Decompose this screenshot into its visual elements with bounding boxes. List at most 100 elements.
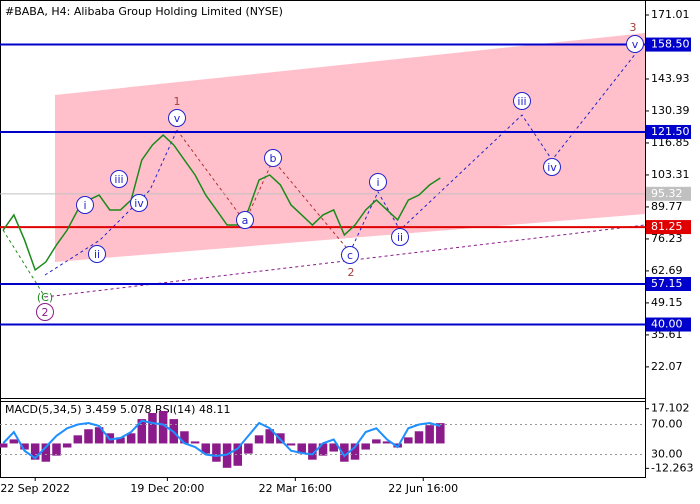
wave-label: 2 bbox=[348, 266, 355, 279]
macd-bar bbox=[382, 441, 392, 444]
price-level-label: 81.25 bbox=[651, 220, 683, 233]
macd-bar bbox=[212, 443, 221, 462]
price-level-label: 95.32 bbox=[651, 187, 683, 200]
wave-circle bbox=[110, 170, 128, 188]
chart-title: #BABA, H4: Alibaba Group Holding Limited… bbox=[5, 5, 283, 18]
price-level-label: 158.50 bbox=[651, 38, 690, 51]
macd-bar bbox=[137, 419, 147, 444]
macd-bar bbox=[52, 443, 61, 456]
y-tick-label: 49.15 bbox=[651, 296, 683, 309]
y-tick-label: 62.69 bbox=[651, 264, 683, 277]
y-tick-label: -12.263 bbox=[651, 461, 693, 474]
macd-bar bbox=[62, 443, 72, 448]
macd-bar bbox=[148, 413, 157, 444]
wave-circle bbox=[513, 92, 531, 110]
wave-label: (C) bbox=[37, 291, 53, 304]
wave-circle bbox=[36, 303, 54, 321]
macd-bar bbox=[340, 443, 349, 462]
wave-label: v bbox=[174, 112, 181, 125]
y-tick-label: 103.31 bbox=[651, 168, 690, 181]
macd-bar bbox=[350, 443, 360, 460]
wave-label: b bbox=[270, 152, 277, 165]
price-line bbox=[2, 134, 441, 272]
wave-line bbox=[44, 129, 178, 276]
wave-line bbox=[2, 229, 46, 298]
wave-circle bbox=[369, 173, 387, 191]
wave-label: iv bbox=[547, 161, 557, 174]
wave-label: ii bbox=[94, 248, 100, 261]
price-level-box bbox=[646, 124, 691, 139]
macd-bar bbox=[222, 443, 232, 468]
macd-bar bbox=[372, 439, 381, 444]
wave-label: 1 bbox=[174, 95, 181, 108]
wave-label: iv bbox=[134, 197, 144, 210]
macd-bar bbox=[425, 425, 434, 444]
wave-circle bbox=[391, 228, 409, 246]
price-level-label: 121.50 bbox=[651, 125, 690, 138]
y-tick-label: 171.01 bbox=[651, 8, 690, 21]
wave-circle bbox=[88, 245, 106, 263]
macd-bar bbox=[414, 431, 424, 444]
macd-bar bbox=[0, 443, 8, 448]
macd-bar bbox=[308, 443, 317, 460]
wave-circle bbox=[626, 35, 644, 53]
macd-bar bbox=[41, 443, 51, 462]
x-tick-label: 22 Sep 2022 bbox=[0, 482, 70, 495]
x-tick-label: 22 Mar 16:00 bbox=[259, 482, 332, 495]
wave-circle bbox=[341, 246, 359, 264]
macd-bar bbox=[158, 410, 168, 444]
rsi-line bbox=[2, 419, 441, 460]
indicator-title: MACD(5,34,5) 3.459 5.078 RSI(14) 48.11 bbox=[5, 403, 230, 416]
macd-bar bbox=[254, 435, 264, 444]
macd-bar bbox=[404, 437, 413, 444]
macd-bar bbox=[244, 443, 253, 454]
price-level-box bbox=[646, 317, 691, 332]
price-level-box bbox=[646, 37, 691, 52]
wave-circle bbox=[543, 158, 561, 176]
macd-bar bbox=[233, 443, 243, 466]
y-tick-label: 70.00 bbox=[651, 418, 683, 431]
wave-circle bbox=[130, 194, 148, 212]
wave-label: iii bbox=[517, 95, 526, 108]
wave-label: 2 bbox=[42, 306, 49, 319]
wave-circle bbox=[236, 211, 254, 229]
macd-bar bbox=[9, 439, 19, 444]
macd-bar bbox=[94, 427, 104, 444]
macd-bar bbox=[73, 435, 83, 444]
macd-bar bbox=[297, 443, 306, 454]
macd-bar bbox=[116, 437, 125, 444]
y-tick-label: 22.07 bbox=[651, 360, 683, 373]
y-tick-label: 130.39 bbox=[651, 104, 690, 117]
y-tick-label: 76.23 bbox=[651, 232, 683, 245]
macd-bar bbox=[318, 443, 328, 456]
x-tick-label: 22 Jun 16:00 bbox=[388, 482, 458, 495]
y-tick-label: 143.93 bbox=[651, 72, 690, 85]
price-level-box bbox=[646, 220, 691, 235]
macd-bar bbox=[30, 443, 40, 460]
macd-bar bbox=[180, 431, 189, 444]
macd-bar bbox=[201, 443, 211, 454]
price-channel bbox=[55, 33, 645, 262]
wave-circle bbox=[76, 196, 94, 214]
wave-label: ii bbox=[397, 231, 403, 244]
macd-bar bbox=[190, 441, 200, 444]
x-tick-label: 19 Dec 20:00 bbox=[130, 482, 204, 495]
wave-circle bbox=[168, 109, 186, 127]
macd-bar bbox=[361, 443, 370, 450]
macd-bar bbox=[329, 443, 338, 452]
price-level-label: 40.00 bbox=[651, 318, 683, 331]
y-tick-label: 17.102 bbox=[651, 402, 690, 415]
macd-bar bbox=[286, 443, 296, 446]
y-tick-label: 30.00 bbox=[651, 448, 683, 461]
macd-bar bbox=[84, 429, 93, 444]
wave-label: i bbox=[376, 176, 379, 189]
macd-bar bbox=[265, 429, 274, 444]
y-tick-label: 89.77 bbox=[651, 200, 683, 213]
y-tick-label: 116.85 bbox=[651, 136, 690, 149]
price-level-label: 57.15 bbox=[651, 277, 683, 290]
wave-label: a bbox=[242, 214, 249, 227]
macd-bar bbox=[20, 443, 29, 450]
wave-label: iii bbox=[114, 173, 123, 186]
